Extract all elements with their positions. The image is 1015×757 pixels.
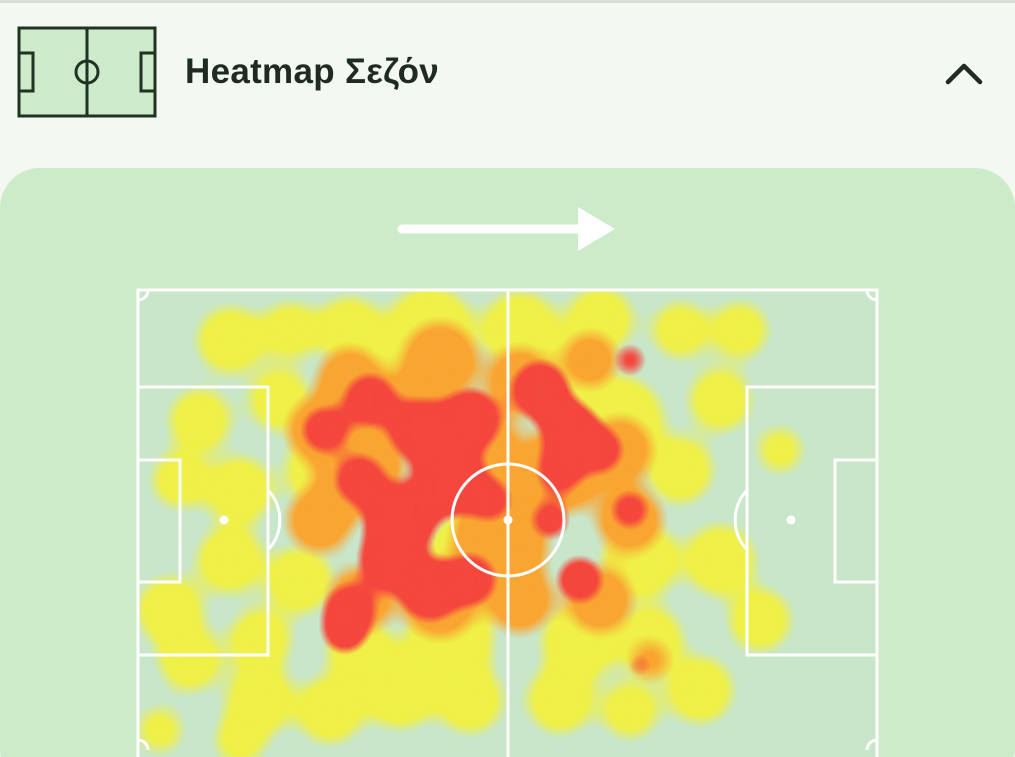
heat-blob: [605, 685, 655, 735]
heat-blob: [688, 528, 752, 592]
heat-blob: [565, 335, 615, 385]
section-title: Heatmap Σεζόν: [185, 52, 440, 91]
divider: [0, 0, 1015, 3]
heat-blob: [530, 670, 590, 730]
heat-blob: [232, 612, 288, 668]
heat-blob: [440, 670, 500, 730]
heat-blob: [440, 390, 500, 450]
heat-blob: [558, 558, 602, 602]
heat-blob: [140, 710, 180, 750]
heat-blob: [290, 490, 350, 550]
heat-blob: [400, 560, 460, 620]
heat-blob: [390, 400, 450, 460]
heat-high: [303, 345, 652, 677]
heat-blob: [300, 680, 360, 740]
heat-blob: [650, 440, 710, 500]
heat-blob: [732, 592, 788, 648]
heat-blob: [612, 492, 648, 528]
heat-blob: [615, 345, 645, 375]
heat-blob: [320, 300, 380, 360]
collapse-button[interactable]: [944, 58, 984, 88]
heat-blob: [715, 305, 765, 355]
heat-blob: [578, 428, 622, 472]
heat-blob: [210, 460, 270, 520]
heat-blob: [538, 448, 582, 492]
heat-blob: [415, 445, 485, 515]
heat-blob: [570, 290, 630, 350]
heat-blob: [345, 375, 395, 425]
heat-blob: [200, 310, 260, 370]
heat-blob: [512, 362, 568, 418]
heat-blob: [532, 502, 568, 538]
heat-blob: [230, 670, 290, 730]
heat-blob: [365, 655, 435, 725]
heat-blob: [470, 480, 510, 520]
heat-blob: [265, 305, 315, 355]
heat-blob: [760, 430, 800, 470]
heat-blob: [628, 653, 652, 677]
heat-blob: [270, 550, 330, 610]
heat-blob: [140, 580, 200, 640]
heat-blob: [692, 372, 748, 428]
heat-blob: [323, 608, 367, 652]
heat-blob: [162, 632, 218, 688]
heat-blob: [200, 530, 260, 590]
heat-blob: [670, 660, 730, 720]
pitch-icon: [17, 26, 157, 118]
heat-blob: [303, 408, 347, 452]
heat-blob: [172, 392, 228, 448]
heat-blob: [336, 456, 384, 504]
heat-blob: [445, 555, 495, 605]
heat-blob: [218, 718, 262, 757]
heat-blob: [490, 570, 550, 630]
heat-blob: [655, 305, 705, 355]
heat-blob: [405, 325, 475, 395]
pitch-lines: [136, 288, 879, 757]
